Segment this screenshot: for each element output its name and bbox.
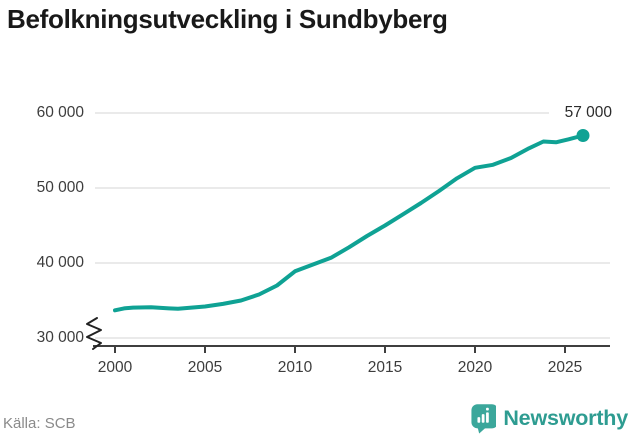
- y-axis-label: 30 000: [36, 329, 84, 346]
- y-axis-break-icon: [86, 317, 102, 350]
- gridlines: [95, 112, 610, 339]
- x-axis-label: 2020: [457, 359, 493, 376]
- y-axis-label: 50 000: [36, 179, 84, 196]
- x-axis-label: 2010: [277, 359, 313, 376]
- brand-name: Newsworthy: [503, 405, 628, 430]
- x-axis-label: 2025: [547, 359, 583, 376]
- newsworthy-brand-link[interactable]: Newsworthy: [468, 399, 628, 437]
- population-series-line: [113, 133, 585, 313]
- y-axis-label: 60 000: [36, 104, 84, 121]
- x-axis-label: 2015: [367, 359, 403, 376]
- source-label: Källa: SCB: [3, 415, 76, 432]
- x-axis-label: 2005: [187, 359, 223, 376]
- x-axis-label: 2000: [97, 359, 133, 376]
- newsworthy-logo-icon: [471, 404, 497, 434]
- chart-title: Befolkningsutveckling i Sundbyberg: [7, 4, 448, 34]
- latest-value-label: 57 000: [549, 104, 612, 122]
- latest-value-dot: [576, 129, 590, 142]
- y-axis-label: 40 000: [36, 254, 84, 271]
- x-axis-ticks: [114, 347, 566, 353]
